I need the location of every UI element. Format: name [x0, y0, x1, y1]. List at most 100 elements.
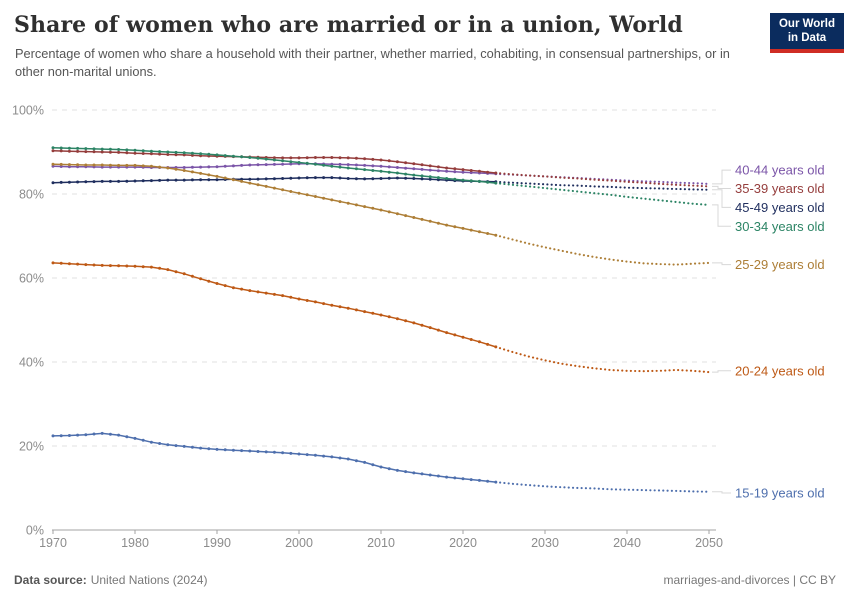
- series-projection-30-34: [494, 182, 711, 206]
- series-line-25-29[interactable]: [52, 163, 496, 236]
- x-tick-label: 2000: [285, 536, 313, 550]
- logo-line2: in Data: [787, 32, 827, 45]
- data-point: [92, 432, 96, 436]
- data-point: [190, 151, 194, 155]
- data-point: [428, 219, 432, 223]
- data-point: [100, 150, 104, 154]
- data-point: [363, 163, 367, 167]
- data-point: [445, 223, 449, 227]
- data-point: [240, 449, 244, 453]
- series-projection-45-49: [494, 180, 711, 191]
- data-point: [84, 163, 88, 167]
- data-point: [363, 310, 367, 314]
- data-point: [166, 268, 170, 272]
- data-point: [387, 176, 391, 180]
- data-point: [379, 164, 383, 168]
- data-point: [453, 177, 457, 181]
- data-point: [125, 148, 129, 152]
- data-point: [182, 178, 186, 182]
- data-point: [199, 154, 203, 158]
- data-point: [404, 470, 408, 474]
- data-point: [322, 156, 326, 159]
- data-point: [436, 221, 440, 225]
- data-point: [486, 342, 490, 346]
- data-point: [207, 178, 211, 182]
- series-label-30-34[interactable]: 30-34 years old: [735, 219, 825, 234]
- data-point: [354, 163, 358, 167]
- data-point: [453, 225, 457, 229]
- data-point: [149, 440, 153, 444]
- data-point: [281, 162, 285, 166]
- license-note[interactable]: marriages-and-divorces | CC BY: [663, 573, 836, 587]
- data-point: [420, 177, 424, 181]
- data-point: [190, 274, 194, 278]
- series-label-15-19[interactable]: 15-19 years old: [735, 486, 825, 501]
- data-point: [379, 313, 383, 317]
- data-point: [428, 175, 432, 179]
- data-point: [240, 177, 244, 181]
- series-label-25-29[interactable]: 25-29 years old: [735, 257, 825, 272]
- data-point: [453, 167, 457, 171]
- data-point: [207, 152, 211, 156]
- data-point: [395, 176, 399, 180]
- series-label-40-44[interactable]: 40-44 years old: [735, 163, 825, 178]
- series-label-20-24[interactable]: 20-24 years old: [735, 363, 825, 378]
- data-point: [412, 321, 416, 325]
- data-point: [404, 319, 408, 323]
- data-point: [149, 164, 153, 168]
- data-point: [190, 165, 194, 169]
- data-point: [100, 263, 104, 267]
- label-connector: [712, 262, 731, 266]
- series-projection-35-39: [494, 171, 711, 188]
- data-point: [387, 165, 391, 169]
- data-point: [133, 179, 137, 183]
- owid-logo[interactable]: Our World in Data: [770, 13, 844, 53]
- data-point: [297, 191, 301, 195]
- data-point: [305, 156, 309, 160]
- data-point: [354, 308, 358, 312]
- data-point: [346, 201, 350, 205]
- data-point: [125, 163, 129, 167]
- data-point: [404, 172, 408, 176]
- data-point: [395, 317, 399, 321]
- data-point: [125, 435, 129, 439]
- data-point: [100, 431, 104, 435]
- data-point: [215, 174, 219, 178]
- data-point: [92, 150, 96, 154]
- x-tick-label: 2030: [531, 536, 559, 550]
- data-point: [354, 177, 358, 181]
- data-point: [199, 446, 203, 450]
- data-point: [404, 176, 408, 180]
- data-point: [84, 147, 88, 151]
- data-point: [117, 148, 121, 151]
- line-chart: 0% 20% 40% 60% 80% 100% 1970 1980 1990 2000 2010 20…: [12, 104, 825, 551]
- data-point: [108, 264, 112, 268]
- data-point: [346, 156, 350, 160]
- data-point: [297, 176, 301, 180]
- y-tick-label: 100%: [12, 104, 44, 118]
- label-connector: [712, 189, 731, 208]
- data-point: [256, 177, 260, 181]
- data-point: [182, 272, 186, 276]
- data-point: [149, 149, 153, 153]
- series-line-20-24[interactable]: [52, 262, 497, 348]
- data-point: [486, 180, 490, 184]
- data-point: [174, 270, 178, 274]
- data-point: [76, 180, 80, 184]
- data-point: [92, 163, 96, 167]
- data-point: [158, 165, 162, 169]
- data-point: [240, 163, 244, 167]
- data-point: [387, 210, 391, 214]
- data-point: [436, 474, 440, 478]
- series-label-35-39[interactable]: 35-39 years old: [735, 181, 825, 196]
- data-point: [231, 154, 235, 158]
- data-point: [272, 292, 276, 296]
- y-tick-label: 40%: [19, 356, 44, 370]
- data-point: [248, 177, 252, 181]
- data-point: [174, 444, 178, 448]
- data-point: [436, 176, 440, 180]
- series-label-45-49[interactable]: 45-49 years old: [735, 200, 825, 215]
- data-point: [51, 434, 55, 438]
- data-point: [51, 149, 55, 153]
